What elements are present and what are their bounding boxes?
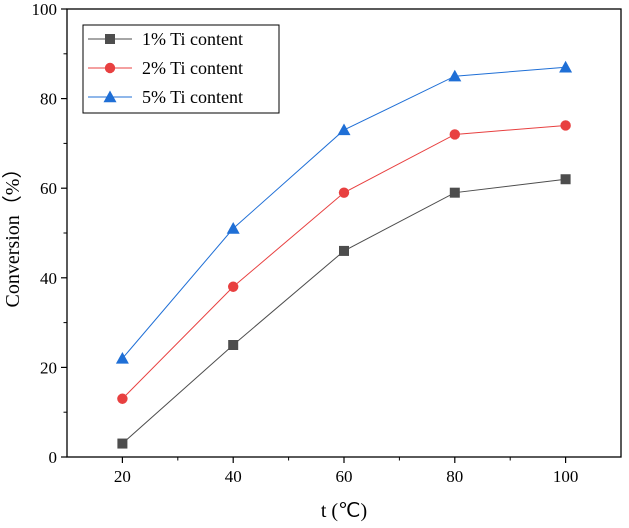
series-line-2 xyxy=(122,124,566,400)
legend: 1% Ti content 2% Ti content 5% Ti content xyxy=(82,24,280,114)
data-point-series-2 xyxy=(338,187,350,198)
legend-marker xyxy=(105,34,115,44)
data-point-series-2 xyxy=(228,281,239,292)
y-tick-label: 60 xyxy=(40,179,57,198)
legend-label: 2% Ti content xyxy=(142,58,243,78)
data-point-series-3 xyxy=(337,123,351,136)
legend-marker xyxy=(103,90,117,103)
data-point-series-1 xyxy=(449,187,460,198)
x-axis-label: t (℃) xyxy=(321,500,367,522)
data-point-series-1 xyxy=(228,340,239,350)
y-tick-label: 0 xyxy=(49,448,58,467)
data-point-series-3 xyxy=(559,60,573,73)
y-axis-label: Conversion（%） xyxy=(1,159,24,308)
legend-label: 1% Ti content xyxy=(142,29,243,49)
data-point-series-1 xyxy=(560,174,571,185)
data-point-series-2 xyxy=(449,129,460,140)
y-tick-label: 100 xyxy=(32,0,58,19)
series-line-1 xyxy=(122,178,566,444)
y-tick-label: 40 xyxy=(40,269,57,288)
data-point-series-2 xyxy=(560,120,571,131)
data-point-series-2 xyxy=(117,393,128,404)
series-markers xyxy=(115,60,573,449)
ticks: 20 40 60 80 100 0 20 40 60 80 100 xyxy=(32,0,579,486)
data-point-series-3 xyxy=(115,351,129,364)
x-tick-label: 20 xyxy=(114,467,131,486)
x-tick-label: 60 xyxy=(336,467,353,486)
data-point-series-3 xyxy=(448,69,462,82)
x-tick-label: 100 xyxy=(553,467,579,486)
data-point-series-1 xyxy=(117,438,128,449)
x-tick-label: 80 xyxy=(446,467,463,486)
x-tick-label: 40 xyxy=(225,467,242,486)
data-point-series-1 xyxy=(339,245,349,256)
legend-box xyxy=(82,24,280,114)
data-point-series-3 xyxy=(226,222,240,234)
legend-label: 5% Ti content xyxy=(142,87,243,107)
y-tick-label: 20 xyxy=(40,358,57,377)
legend-marker xyxy=(104,62,116,74)
y-tick-label: 80 xyxy=(40,90,57,109)
